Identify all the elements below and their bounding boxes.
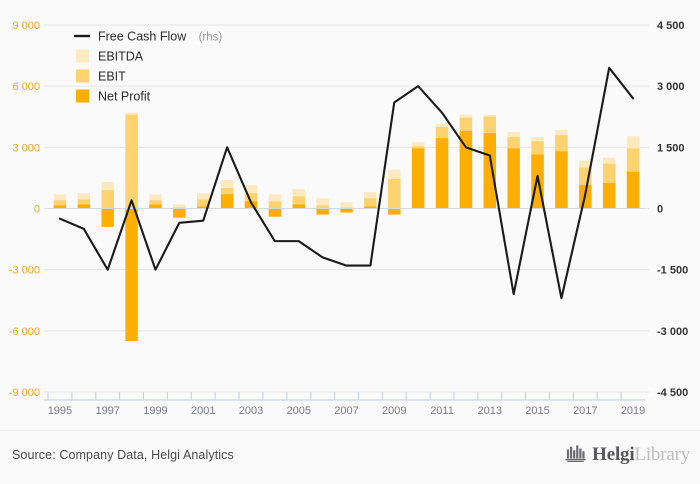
right-axis-tick-label: 3 000 (657, 81, 685, 93)
right-axis-tick-label: 0 (657, 204, 663, 216)
chart-legend: Free Cash Flow (rhs) EBITDA EBIT Net Profit (74, 30, 222, 104)
plot-area: 9 000 6 000 3 000 0 -3 000 -6 000 -9 000 4 500 3… (0, 0, 700, 430)
helgi-building-icon (565, 445, 586, 462)
bar-segment (268, 201, 282, 209)
bar-segment (388, 178, 401, 209)
brand-logo: HelgiLibrary (565, 444, 690, 464)
legend-swatch-box (76, 69, 89, 83)
left-axis-tick-label: -6 000 (9, 326, 40, 338)
bar-segment (435, 138, 449, 209)
source-note: Source: Company Data, Helgi Analytics (12, 448, 234, 462)
bar-segment (555, 151, 568, 209)
bar-segment (244, 201, 258, 209)
bar-segment (292, 204, 305, 209)
legend-item-label[interactable]: EBITDA (98, 50, 144, 64)
legend-swatch-box (76, 89, 89, 103)
x-axis-tick-label: 1999 (143, 405, 167, 417)
bar-segment (101, 190, 114, 209)
bar-segment (602, 183, 616, 209)
bar-segment (411, 148, 425, 209)
x-axis-tick-label: 2005 (286, 405, 310, 417)
bar-segment (77, 204, 91, 209)
left-axis-tick-label: -9 000 (9, 387, 40, 399)
x-axis-tick-label: 2007 (334, 405, 358, 417)
right-axis-tick-label: -4 500 (657, 387, 688, 399)
bar-segment (197, 199, 210, 209)
x-axis-tick-label: 2009 (382, 405, 406, 417)
bar-segment (173, 204, 186, 209)
bar-segment (197, 206, 210, 209)
bar-segment (125, 208, 138, 342)
right-axis-tick-label: -3 000 (657, 326, 688, 338)
plot-background (0, 0, 700, 430)
left-axis-tick-label: 9 000 (12, 20, 40, 32)
left-axis-tick-label: 0 (34, 204, 40, 216)
bar-segment (364, 206, 377, 209)
legend-item-label[interactable]: EBIT (98, 70, 126, 84)
bar-segment (316, 198, 329, 209)
x-axis-tick-label: 2013 (478, 405, 502, 417)
bar-segment (316, 205, 329, 209)
right-axis-tick-label: -1 500 (657, 265, 688, 277)
bar-segment (340, 202, 353, 209)
x-axis-tick-label: 2001 (191, 405, 215, 417)
left-axis-tick-label: 3 000 (12, 142, 40, 154)
legend-item-suffix: (rhs) (199, 32, 223, 44)
bar-segment (388, 208, 401, 215)
bar-segment (507, 148, 520, 209)
bar-segment (626, 171, 640, 209)
x-axis-tick-label: 2011 (430, 405, 454, 417)
x-axis-tick-label: 2015 (525, 405, 549, 417)
bar-segment (125, 114, 138, 209)
free-cash-flow-line (58, 66, 635, 300)
legend-item-label[interactable]: Free Cash Flow (98, 30, 187, 44)
brand-name-secondary: Library (634, 443, 690, 465)
right-axis-tick-label: 4 500 (657, 20, 685, 32)
bar-segment (53, 205, 67, 209)
bar-segment (459, 131, 473, 209)
bar-segment (101, 208, 114, 227)
bar-segment (316, 208, 329, 215)
legend-item-label[interactable]: Net Profit (98, 90, 151, 104)
x-axis-tick-label: 1995 (48, 405, 72, 417)
bar-segment (220, 194, 234, 209)
bar-segment (77, 199, 91, 209)
bar-segment (173, 207, 186, 209)
bar-segment (173, 208, 186, 218)
x-axis-tick-label: 2019 (621, 405, 645, 417)
x-axis-tick-label: 2003 (239, 405, 263, 417)
legend-swatch-box (76, 49, 89, 63)
bar-segment (340, 208, 353, 213)
financial-chart: 9 000 6 000 3 000 0 -3 000 -6 000 -9 000 4 500 3… (0, 0, 700, 430)
x-axis-tick-label: 2017 (573, 405, 597, 417)
bar-series-net-profit (53, 131, 640, 342)
chart-footer: Source: Company Data, Helgi Analytics He… (0, 430, 700, 484)
bar-segment (268, 208, 282, 217)
bar-segment (364, 198, 377, 209)
left-axis-tick-label: 6 000 (12, 81, 40, 93)
brand-name-primary: Helgi (592, 443, 635, 465)
x-axis-tick-label: 1997 (95, 405, 119, 417)
bar-segment (483, 133, 496, 209)
right-axis-tick-label: 1 500 (657, 142, 685, 154)
bar-segment (340, 207, 353, 209)
bar-segment (149, 204, 162, 209)
left-axis-tick-label: -3 000 (9, 265, 40, 277)
bar-segment (53, 200, 67, 209)
